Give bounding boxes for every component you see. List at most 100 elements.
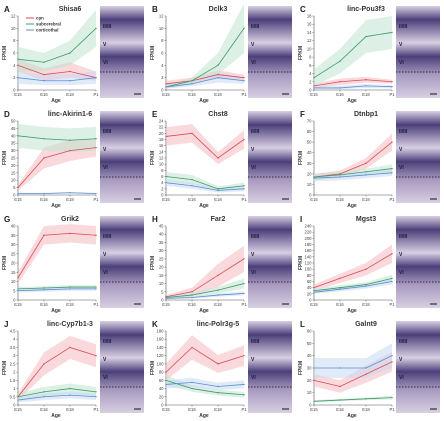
layer-label-L-1: V (399, 357, 403, 363)
ytick-label-H-2: 10 (159, 281, 164, 286)
panel-H: H Far2 0 5 10 15 20 25 30 35 40 45 E15 E16 E18 P1 Age FPK… (150, 215, 292, 314)
ytick-label-I-7: 140 (305, 254, 313, 259)
xtick-label-I-3: P1 (389, 302, 395, 307)
point-L-subcerebral-3 (391, 396, 393, 399)
point-F-subcerebral-0 (313, 176, 315, 178)
line-I-subcerebral (313, 278, 393, 292)
panel-F: F Dtnbp1 0 10 20 30 40 50 60 70 E15 E16 E18 P1 Age FPKM… (298, 110, 440, 209)
ytick-label-K-9: 180 (157, 329, 165, 334)
xtick-label-D-1: E16 (40, 197, 48, 202)
ytick-label-D-5: 25 (11, 156, 16, 161)
ytick-label-E-5: 10 (159, 162, 164, 167)
point-D-subcerebral-3 (95, 138, 97, 140)
panel-G: G Grik2 0 5 10 15 20 25 30 35 40 E15 E16 E18 P1 Age FPKM… (2, 215, 144, 314)
point-L-corticothal-3 (391, 354, 393, 357)
xtick-label-F-1: E16 (336, 197, 344, 202)
xtick-label-K-2: E18 (214, 407, 222, 412)
ytick-label-K-8: 160 (157, 337, 165, 342)
xtick-label-H-3: P1 (241, 302, 247, 307)
point-B-subcerebral-3 (243, 27, 245, 30)
ytick-label-I-10: 200 (305, 236, 313, 241)
line-F-cpn (313, 141, 393, 178)
xtick-label-G-3: P1 (93, 302, 99, 307)
point-E-corticothal-2 (217, 189, 219, 192)
point-L-cpn-2 (365, 373, 367, 375)
ytick-label-B-6: 12 (159, 14, 164, 19)
ytick-label-C-5: 10 (307, 46, 312, 51)
ytick-label-J-9: 4.5 (10, 329, 16, 334)
ytick-label-B-1: 2 (161, 75, 164, 80)
xtick-label-G-2: E18 (66, 302, 74, 307)
point-I-cpn-3 (391, 253, 393, 255)
point-K-subcerebral-3 (243, 394, 245, 396)
point-H-cpn-1 (191, 291, 193, 293)
point-G-corticothal-0 (17, 290, 19, 292)
xtick-label-K-1: E16 (188, 407, 196, 412)
point-K-corticothal-1 (191, 381, 193, 384)
ytick-label-B-3: 6 (161, 51, 164, 56)
ytick-label-G-1: 5 (13, 288, 16, 293)
point-D-cpn-1 (43, 157, 45, 159)
panel-title-J: linc-Cyp7b1-3 (47, 321, 93, 328)
layer-label-C-2: VI (399, 60, 404, 66)
point-J-cpn-2 (69, 346, 71, 349)
line-F-corticothal (313, 172, 393, 179)
ytick-label-B-4: 8 (161, 38, 164, 43)
yaxis-title-F: FPKM (298, 151, 304, 165)
panel-letter-I: I (300, 215, 302, 224)
band-K-subcerebral (166, 375, 244, 398)
ytick-label-G-0: 0 (13, 298, 16, 303)
point-D-corticothal-1 (43, 192, 45, 195)
line-C-subcerebral (313, 32, 393, 79)
point-C-subcerebral-1 (339, 60, 341, 62)
point-F-corticothal-1 (339, 176, 341, 178)
ytick-label-B-0: 0 (161, 88, 164, 93)
ytick-label-H-0: 0 (161, 298, 164, 303)
point-E-cpn-3 (243, 138, 245, 141)
xtick-label-F-0: E15 (310, 197, 318, 202)
point-J-subcerebral-1 (43, 391, 45, 393)
ytick-label-E-4: 8 (161, 168, 164, 173)
layer-label-E-0: II/III (251, 129, 260, 135)
ytick-label-I-4: 80 (307, 273, 312, 278)
line-G-subcerebral (17, 286, 96, 290)
point-B-cpn-2 (217, 73, 219, 76)
point-L-corticothal-2 (365, 367, 367, 369)
yaxis-title-C: FPKM (298, 46, 304, 60)
yaxis-title-D: FPKM (2, 151, 8, 165)
point-D-corticothal-0 (17, 192, 19, 195)
ytick-label-J-5: 2.5 (10, 361, 16, 366)
point-H-subcerebral-3 (243, 282, 245, 285)
point-F-subcerebral-2 (365, 171, 367, 173)
xtick-label-L-0: E15 (310, 407, 318, 412)
layer-label-J-1: V (103, 357, 107, 363)
panel-letter-J: J (4, 320, 8, 329)
xtick-label-E-2: E18 (214, 197, 222, 202)
tissue-section-K (248, 321, 292, 413)
panel-letter-F: F (300, 110, 305, 119)
panel-title-E: Chst8 (208, 111, 228, 118)
layer-label-A-1: V (103, 42, 107, 48)
layer-label-B-0: II/III (251, 24, 260, 30)
layer-label-J-0: II/III (103, 339, 112, 345)
layer-label-G-1: V (103, 252, 107, 258)
ytick-label-H-6: 30 (159, 248, 164, 253)
line-J-corticothal (17, 394, 97, 401)
xtick-label-J-2: E18 (66, 407, 74, 412)
ytick-label-D-7: 35 (11, 141, 16, 146)
line-E-corticothal (165, 182, 245, 191)
xtick-label-H-0: E15 (162, 302, 170, 307)
line-D-corticothal (18, 192, 97, 194)
ytick-label-H-4: 20 (159, 265, 164, 270)
point-C-subcerebral-2 (365, 35, 367, 38)
point-C-cpn-0 (313, 85, 315, 87)
tissue-section-C (396, 6, 440, 98)
xaxis-title-A: Age (51, 98, 61, 104)
point-J-subcerebral-0 (17, 396, 19, 398)
point-B-cpn-3 (243, 76, 245, 79)
xtick-label-I-1: E16 (336, 302, 344, 307)
